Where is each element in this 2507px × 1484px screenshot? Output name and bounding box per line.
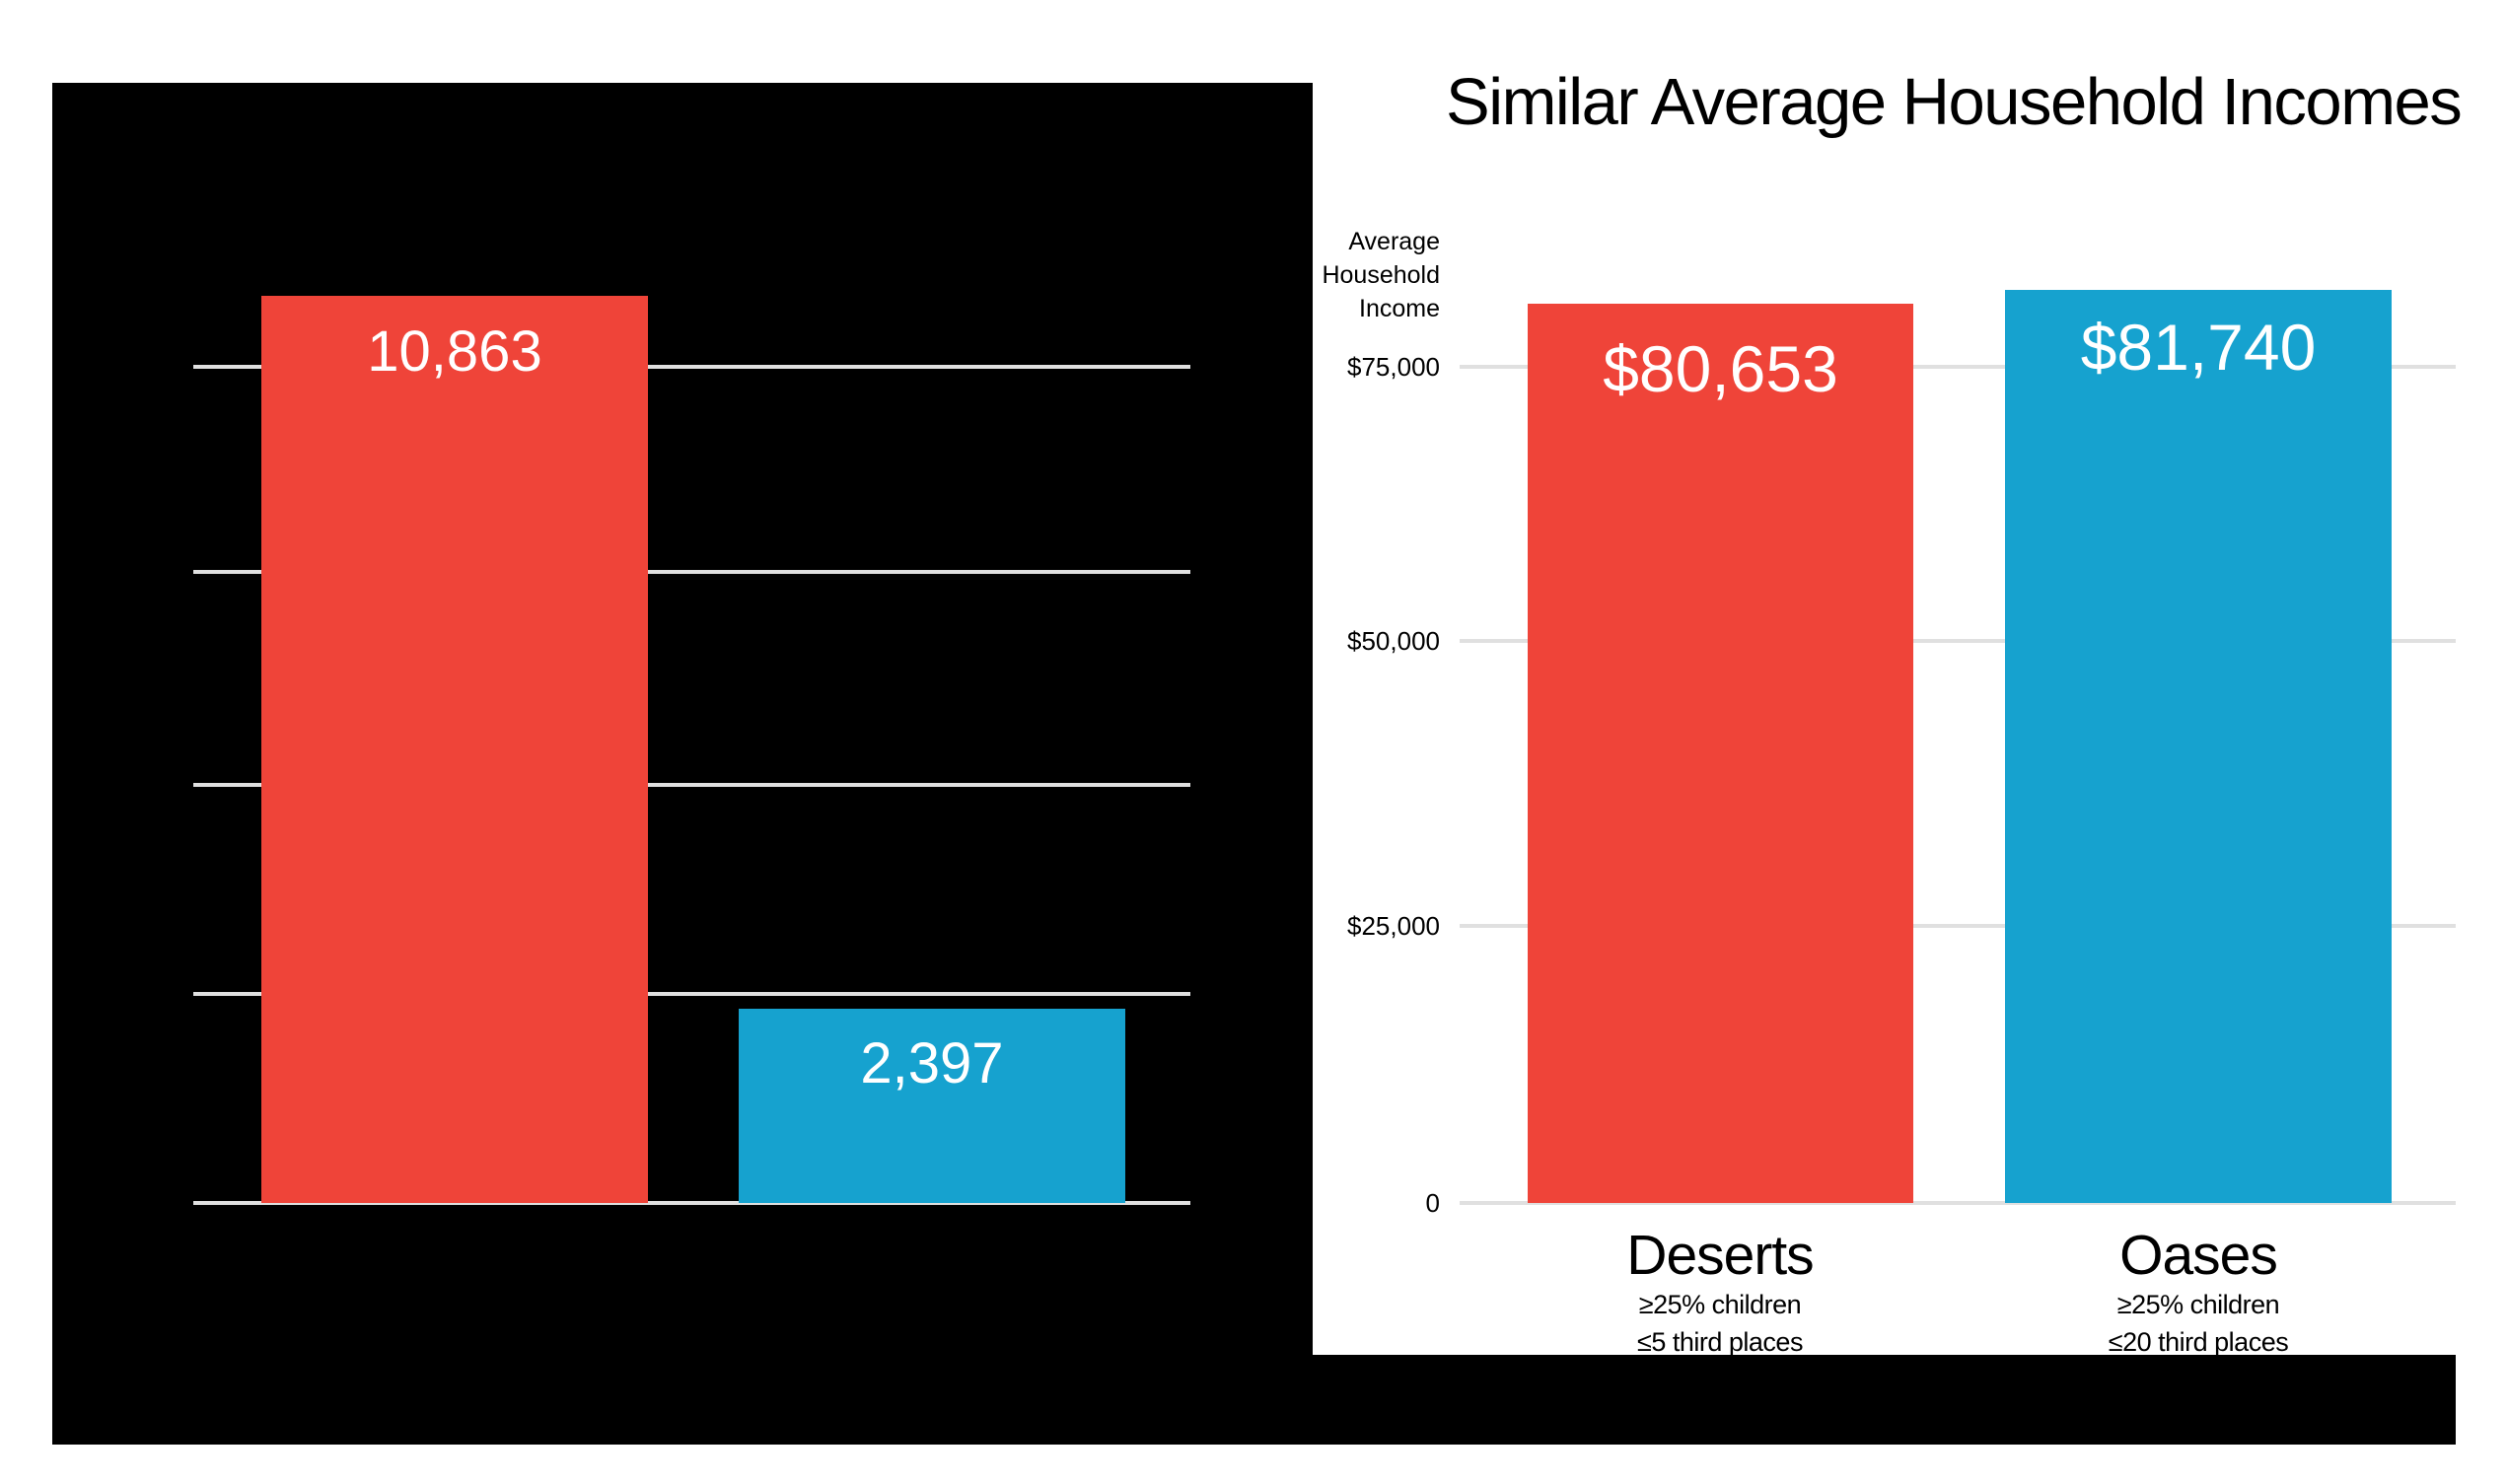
bar-oases-income: $81,740 <box>2005 290 2392 1203</box>
y-tick-label: $50,000 <box>1347 626 1440 656</box>
bar-oases: 2,397 <box>739 1009 1125 1203</box>
y-axis-title: Average Household Income <box>1322 225 1440 325</box>
bar-value-label: 2,397 <box>860 1031 1004 1095</box>
baseline <box>1460 1201 2456 1205</box>
bar-value-label: $80,653 <box>1603 332 1838 405</box>
gridline <box>193 365 1190 369</box>
y-axis-title-line: Household <box>1322 261 1440 289</box>
baseline <box>193 1201 1190 1205</box>
y-axis-title-line: Average <box>1348 228 1440 255</box>
bar-value-label: $81,740 <box>2080 311 2317 384</box>
category-name: Deserts <box>1626 1224 1814 1287</box>
category-subtitle: ≥25% children <box>2116 1290 2280 1319</box>
category-subtitle: ≤20 third places <box>2108 1327 2289 1357</box>
gridline <box>1460 639 2456 643</box>
y-axis-title-line: Income <box>1359 295 1440 322</box>
gridline <box>1460 924 2456 928</box>
bar-deserts: 10,863 <box>261 296 648 1203</box>
category-subtitle: ≤5 third places <box>1637 1327 1803 1357</box>
bar-deserts-income: $80,653 <box>1528 304 1913 1203</box>
gridline <box>193 783 1190 787</box>
bar-value-label: 10,863 <box>367 319 542 384</box>
category-subtitle: ≥25% children <box>1638 1290 1802 1319</box>
category-label-oases: Oases ≥25% children ≤20 third places <box>1952 1228 2445 1361</box>
y-tick-label: $25,000 <box>1347 911 1440 941</box>
gridline <box>193 992 1190 996</box>
y-axis: Average Household Income $75,000 $50,000… <box>1322 0 1440 1282</box>
gridline <box>1460 365 2456 369</box>
category-name: Oases <box>2119 1224 2278 1287</box>
y-tick-label: $75,000 <box>1347 352 1440 382</box>
chart-title: Similar Average Household Incomes <box>1446 65 2463 139</box>
y-tick-label: 0 <box>1425 1188 1440 1218</box>
category-label-deserts: Deserts ≥25% children ≤5 third places <box>1473 1228 1967 1361</box>
gridline <box>193 570 1190 574</box>
